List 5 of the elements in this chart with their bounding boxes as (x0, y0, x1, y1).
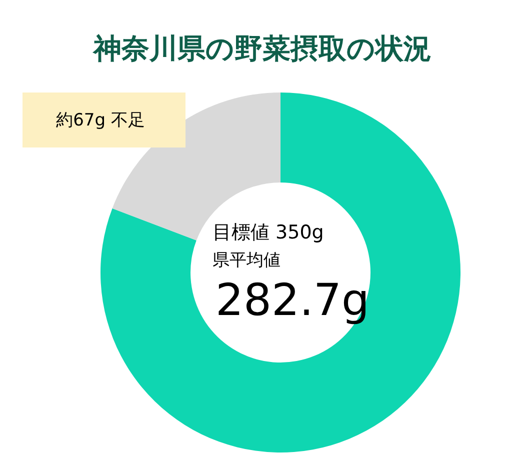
text: 282.7g (216, 275, 370, 326)
chart-title: 神奈川県の野菜摂取の状況 (92, 32, 432, 65)
text: 約67g 不足 (56, 110, 145, 130)
text: 目標値 350g (212, 222, 324, 244)
text: 県平均値 (212, 250, 280, 270)
